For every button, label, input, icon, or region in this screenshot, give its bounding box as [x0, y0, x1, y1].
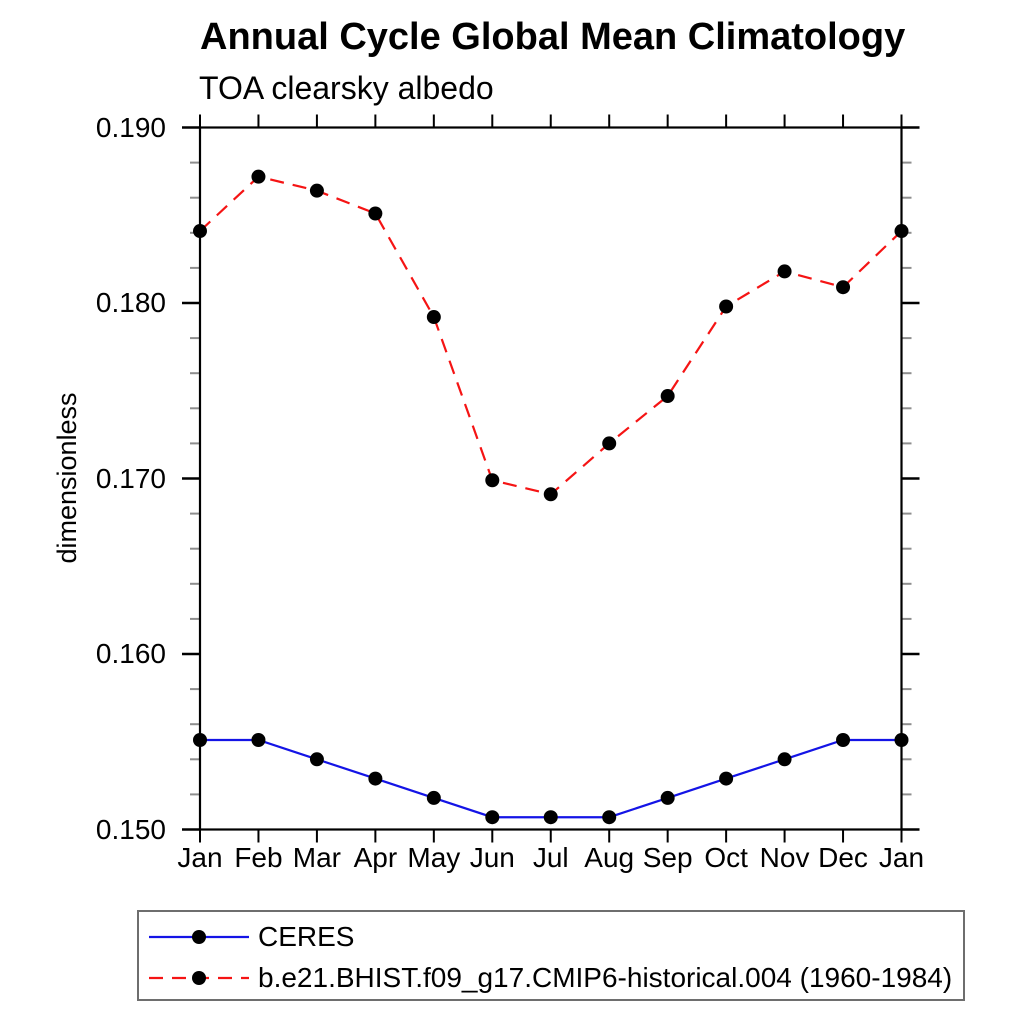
data-point-0	[602, 810, 617, 825]
legend-label-ceres: CERES	[258, 920, 355, 952]
data-point-1	[543, 487, 558, 502]
data-point-0	[368, 771, 383, 786]
y-tick-label: 0.170	[95, 462, 166, 494]
chart-title: Annual Cycle Global Mean Climatology	[200, 16, 906, 58]
data-point-0	[894, 732, 909, 747]
data-point-1	[894, 224, 909, 239]
data-point-1	[426, 310, 441, 325]
data-point-0	[309, 752, 324, 767]
legend-label-model-run: b.e21.BHIST.f09_g17.CMIP6-historical.004…	[258, 961, 953, 993]
x-tick-label: Apr	[353, 842, 398, 873]
legend-sample-marker-0	[192, 929, 206, 944]
y-tick-label: 0.180	[95, 287, 166, 318]
data-point-1	[836, 280, 851, 295]
y-tick-label: 0.190	[95, 111, 166, 143]
data-point-1	[777, 264, 792, 279]
x-tick-label: May	[407, 842, 461, 873]
x-tick-label: Oct	[704, 842, 748, 873]
y-tick-label: 0.160	[95, 638, 166, 669]
x-tick-label: Jan	[177, 842, 223, 873]
chart-subtitle: TOA clearsky albedo	[199, 70, 494, 106]
legend-line-sample-model-run	[149, 970, 249, 985]
data-point-0	[836, 732, 851, 747]
series-line-1	[199, 175, 903, 496]
data-point-0	[719, 771, 734, 786]
data-point-1	[368, 206, 383, 221]
data-point-0	[251, 732, 266, 747]
data-point-1	[485, 473, 500, 488]
data-point-1	[602, 436, 617, 451]
x-tick-label: Aug	[584, 842, 635, 873]
plot-frame	[198, 126, 903, 831]
legend-sample-marker-1	[192, 970, 206, 985]
data-point-0	[660, 790, 675, 805]
data-point-1	[660, 389, 675, 404]
x-tick-label: Jun	[469, 842, 515, 873]
x-tick-label: Dec	[818, 842, 868, 873]
x-tick-label: Nov	[759, 842, 810, 873]
x-tick-label: Jul	[532, 842, 569, 873]
x-tick-label: Sep	[642, 842, 693, 873]
y-tick-label: 0.150	[95, 813, 166, 845]
series-line-0	[200, 738, 902, 819]
data-point-1	[309, 183, 324, 198]
data-point-0	[543, 810, 558, 825]
data-point-0	[193, 732, 207, 747]
data-point-0	[485, 810, 500, 825]
x-tick-label: Mar	[292, 842, 342, 873]
data-point-1	[719, 299, 734, 314]
data-point-0	[777, 752, 792, 767]
data-point-1	[251, 169, 266, 184]
legend-item-model-run: b.e21.BHIST.f09_g17.CMIP6-historical.004…	[145, 957, 963, 998]
x-tick-label: Feb	[234, 842, 283, 873]
data-point-1	[193, 224, 207, 239]
data-point-0	[426, 790, 441, 805]
legend-box: CERES b.e21.BHIST.f09_g17.CMIP6-historic…	[137, 910, 965, 1001]
legend-line-sample-ceres	[149, 929, 249, 944]
legend-item-ceres: CERES	[145, 916, 963, 957]
x-tick-label: Jan	[878, 842, 925, 873]
